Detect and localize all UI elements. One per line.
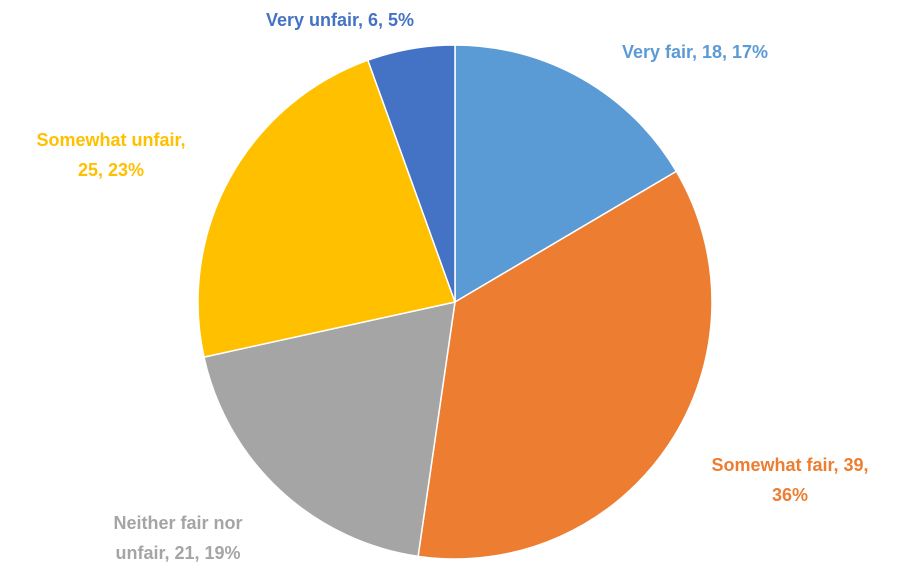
pie-slice [417, 170, 713, 560]
data-label: Somewhat unfair, 25, 23% [36, 130, 186, 180]
data-label: Neither fair nor unfair, 21, 19% [113, 513, 243, 563]
pie-slice [454, 44, 678, 304]
pie-slice [366, 44, 456, 303]
pie-slice [203, 301, 456, 558]
pie-slice [197, 59, 456, 359]
data-label: Very unfair, 6, 5% [265, 10, 415, 30]
data-label: Very fair, 18, 17% [621, 42, 769, 62]
data-label: Somewhat fair, 39, 36% [711, 455, 869, 505]
